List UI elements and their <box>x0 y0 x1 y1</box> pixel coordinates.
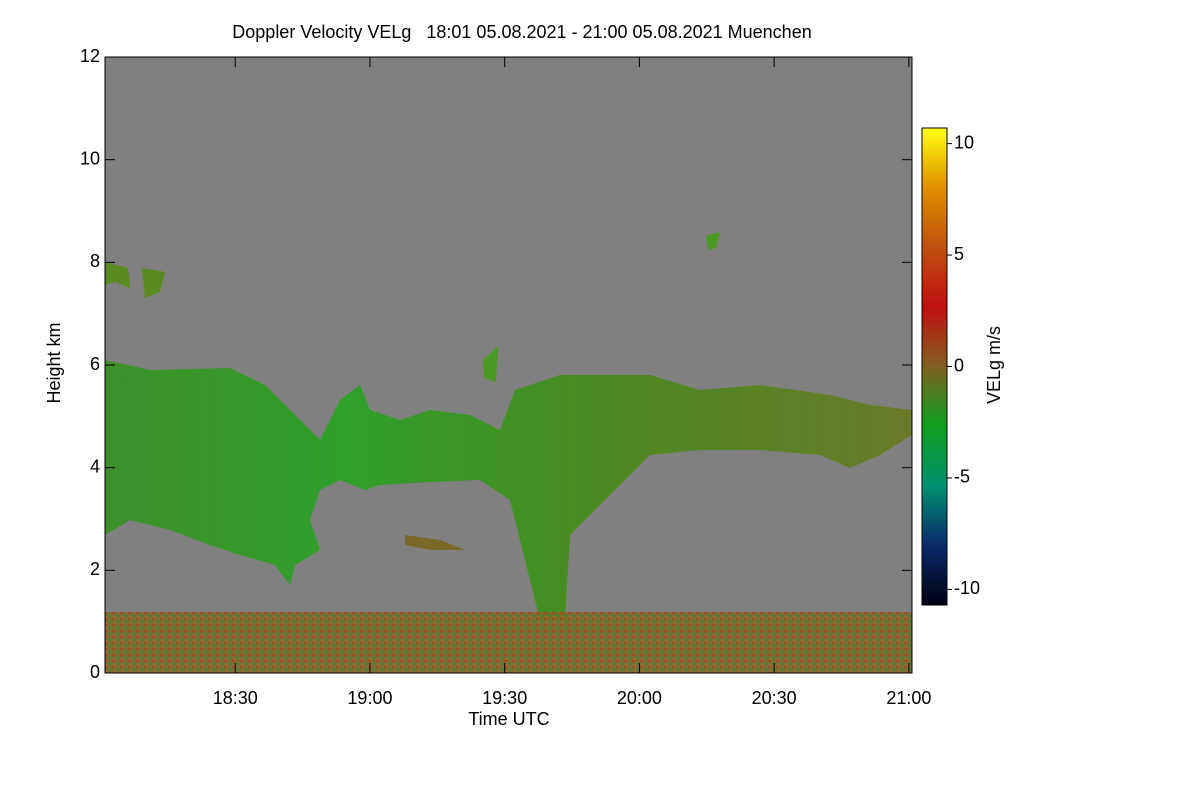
colorbar-tick-label: 0 <box>954 355 964 375</box>
colorbar-title: VELg m/s <box>984 326 1004 404</box>
y-tick-label: 0 <box>90 662 100 682</box>
y-tick-label: 8 <box>90 251 100 271</box>
colorbar-tick-label: 5 <box>954 244 964 264</box>
colorbar <box>921 127 948 606</box>
x-axis-title: Time UTC <box>468 709 549 729</box>
colorbar-tick-label: -5 <box>954 467 970 487</box>
chart-title: Doppler Velocity VELg 18:01 05.08.2021 -… <box>232 22 811 42</box>
x-tick-label: 19:30 <box>482 688 527 708</box>
y-tick-label: 4 <box>90 456 100 476</box>
y-tick-label: 10 <box>80 148 100 168</box>
echo-field <box>105 232 912 673</box>
x-tick-label: 19:00 <box>347 688 392 708</box>
colorbar-tick-label: -10 <box>954 578 980 598</box>
x-tick-label: 21:00 <box>886 688 931 708</box>
y-tick-label: 2 <box>90 559 100 579</box>
x-tick-label: 20:30 <box>752 688 797 708</box>
plot-area <box>105 57 912 673</box>
x-tick-label: 18:30 <box>213 688 258 708</box>
x-tick-label: 20:00 <box>617 688 662 708</box>
y-tick-label: 6 <box>90 354 100 374</box>
y-axis-title: Height km <box>44 322 64 403</box>
colorbar-tick-label: 10 <box>954 132 974 152</box>
y-tick-label: 12 <box>80 46 100 66</box>
